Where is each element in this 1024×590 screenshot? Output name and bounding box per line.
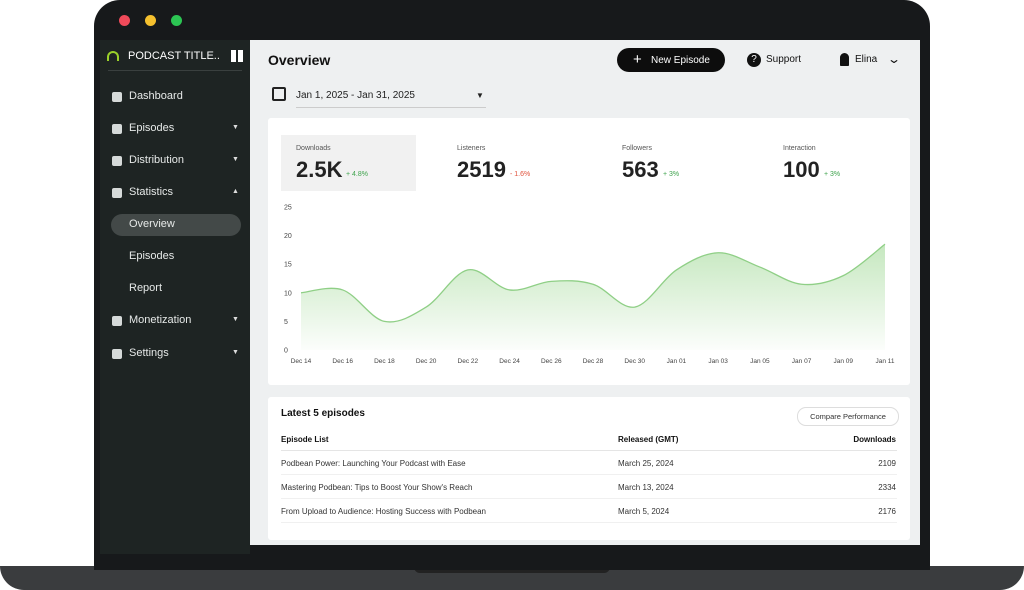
active-pill: [111, 214, 241, 236]
y-tick-label: 25: [284, 205, 292, 212]
table-cell: Mastering Podbean: Tips to Boost Your Sh…: [281, 483, 473, 492]
line: [300, 243, 886, 323]
nav-item[interactable]: Episodes: [129, 122, 175, 134]
nav-item[interactable]: Distribution: [129, 154, 185, 166]
x-tick-label: Dec 16: [332, 358, 353, 365]
date-range[interactable]: Jan 1, 2025 - Jan 31, 2025: [296, 90, 415, 101]
nav-item[interactable]: Dashboard: [129, 90, 183, 102]
y-tick-label: 10: [284, 290, 292, 297]
stat-label: Interaction: [783, 145, 816, 152]
table-cell: March 5, 2024: [618, 507, 670, 516]
row-rule: [281, 498, 897, 499]
user-icon: [840, 53, 849, 66]
table-header: Released (GMT): [618, 435, 679, 444]
stat-label: Listeners: [457, 145, 486, 152]
stat-change: + 4.8%: [346, 171, 368, 178]
nav-item[interactable]: Report: [129, 282, 163, 294]
user-name[interactable]: Elina: [855, 54, 878, 65]
nav-caret[interactable]: ▼: [232, 349, 239, 356]
table-cell: 2109: [878, 459, 896, 468]
y-tick-label: 0: [284, 348, 288, 355]
x-tick-label: Jan 11: [875, 358, 894, 365]
stat-value: 2.5K: [296, 157, 343, 182]
brand[interactable]: PODCAST TITLE..: [128, 50, 220, 62]
x-tick-label: Dec 18: [374, 358, 395, 365]
window-dot[interactable]: [119, 15, 130, 26]
nav-caret[interactable]: ▼: [232, 124, 239, 131]
y-tick-label: 5: [284, 319, 288, 326]
stat-change: + 3%: [824, 171, 841, 178]
new-episode-button[interactable]: [617, 48, 725, 72]
x-tick-label: Dec 14: [291, 358, 312, 365]
row-rule: [281, 522, 897, 523]
calendar-icon: [272, 87, 286, 101]
nav-item[interactable]: Statistics: [129, 186, 174, 198]
nav-icon: [112, 349, 122, 359]
window-dot[interactable]: [171, 15, 182, 26]
user-caret[interactable]: ⌄: [886, 52, 902, 66]
nav-caret[interactable]: ▼: [232, 316, 239, 323]
table-cell: March 25, 2024: [618, 459, 674, 468]
row-rule: [281, 474, 897, 475]
x-tick-label: Jan 07: [792, 358, 812, 365]
table-cell: March 13, 2024: [618, 483, 674, 492]
chart: 0 5 10 15 20 25 Dec 14 Dec 16 Dec 18 Dec 20 Dec 22…: [284, 205, 895, 366]
x-tick-label: Dec 20: [416, 358, 437, 365]
x-tick-label: Jan 09: [834, 358, 854, 365]
nav-icon: [112, 92, 122, 102]
new-episode-label[interactable]: New Episode: [651, 55, 710, 66]
window-dot[interactable]: [145, 15, 156, 26]
nav-caret[interactable]: ▲: [232, 188, 239, 195]
brand-icon: [107, 51, 119, 61]
x-tick-label: Dec 28: [583, 358, 604, 365]
table-header: Downloads: [853, 435, 896, 444]
stat-value: 2519: [457, 157, 506, 182]
x-tick-label: Jan 03: [708, 358, 728, 365]
stat-change: + 3%: [663, 171, 680, 178]
nav-item[interactable]: Episodes: [129, 250, 175, 262]
nav-icon: [112, 188, 122, 198]
nav-item[interactable]: Overview: [129, 218, 175, 230]
stat-value: 100: [783, 157, 820, 182]
table-header: Episode List: [281, 435, 329, 444]
date-caret[interactable]: ▼: [476, 91, 484, 100]
plus-icon: +: [633, 51, 642, 68]
page-title: Overview: [268, 52, 331, 68]
header-rule: [281, 450, 897, 451]
area: [301, 244, 885, 350]
grid-icon[interactable]: [231, 50, 243, 62]
nav-icon: [112, 156, 122, 166]
x-tick-label: Dec 26: [541, 358, 562, 365]
help-icon: ?: [747, 53, 761, 67]
stat-value: 563: [622, 157, 659, 182]
stat-label: Followers: [622, 145, 652, 152]
stat-label: Downloads: [296, 145, 331, 152]
x-tick-label: Dec 22: [458, 358, 479, 365]
stat-change: - 1.6%: [510, 171, 531, 178]
divider: [108, 70, 242, 71]
x-tick-label: Dec 30: [624, 358, 645, 365]
episodes-title: Latest 5 episodes: [281, 408, 365, 419]
y-tick-label: 20: [284, 233, 292, 240]
table-cell: From Upload to Audience: Hosting Success…: [281, 507, 487, 516]
date-underline: [296, 107, 486, 108]
y-tick-label: 15: [284, 262, 292, 269]
table-cell: 2176: [878, 507, 896, 516]
x-tick-label: Jan 05: [750, 358, 770, 365]
sidebar: [100, 40, 250, 554]
nav-item[interactable]: Settings: [129, 347, 169, 359]
nav-item[interactable]: Monetization: [129, 314, 192, 326]
nav-icon: [112, 316, 122, 326]
x-tick-label: Dec 24: [499, 358, 520, 365]
nav-icon: [112, 124, 122, 134]
support-link[interactable]: Support: [766, 54, 802, 65]
x-tick-label: Jan 01: [667, 358, 687, 365]
table-cell: 2334: [878, 483, 896, 492]
nav-caret[interactable]: ▼: [232, 156, 239, 163]
selected-stat[interactable]: [281, 135, 416, 191]
table-cell: Podbean Power: Launching Your Podcast wi…: [281, 459, 466, 468]
compare-button[interactable]: Compare Performance: [797, 407, 899, 426]
